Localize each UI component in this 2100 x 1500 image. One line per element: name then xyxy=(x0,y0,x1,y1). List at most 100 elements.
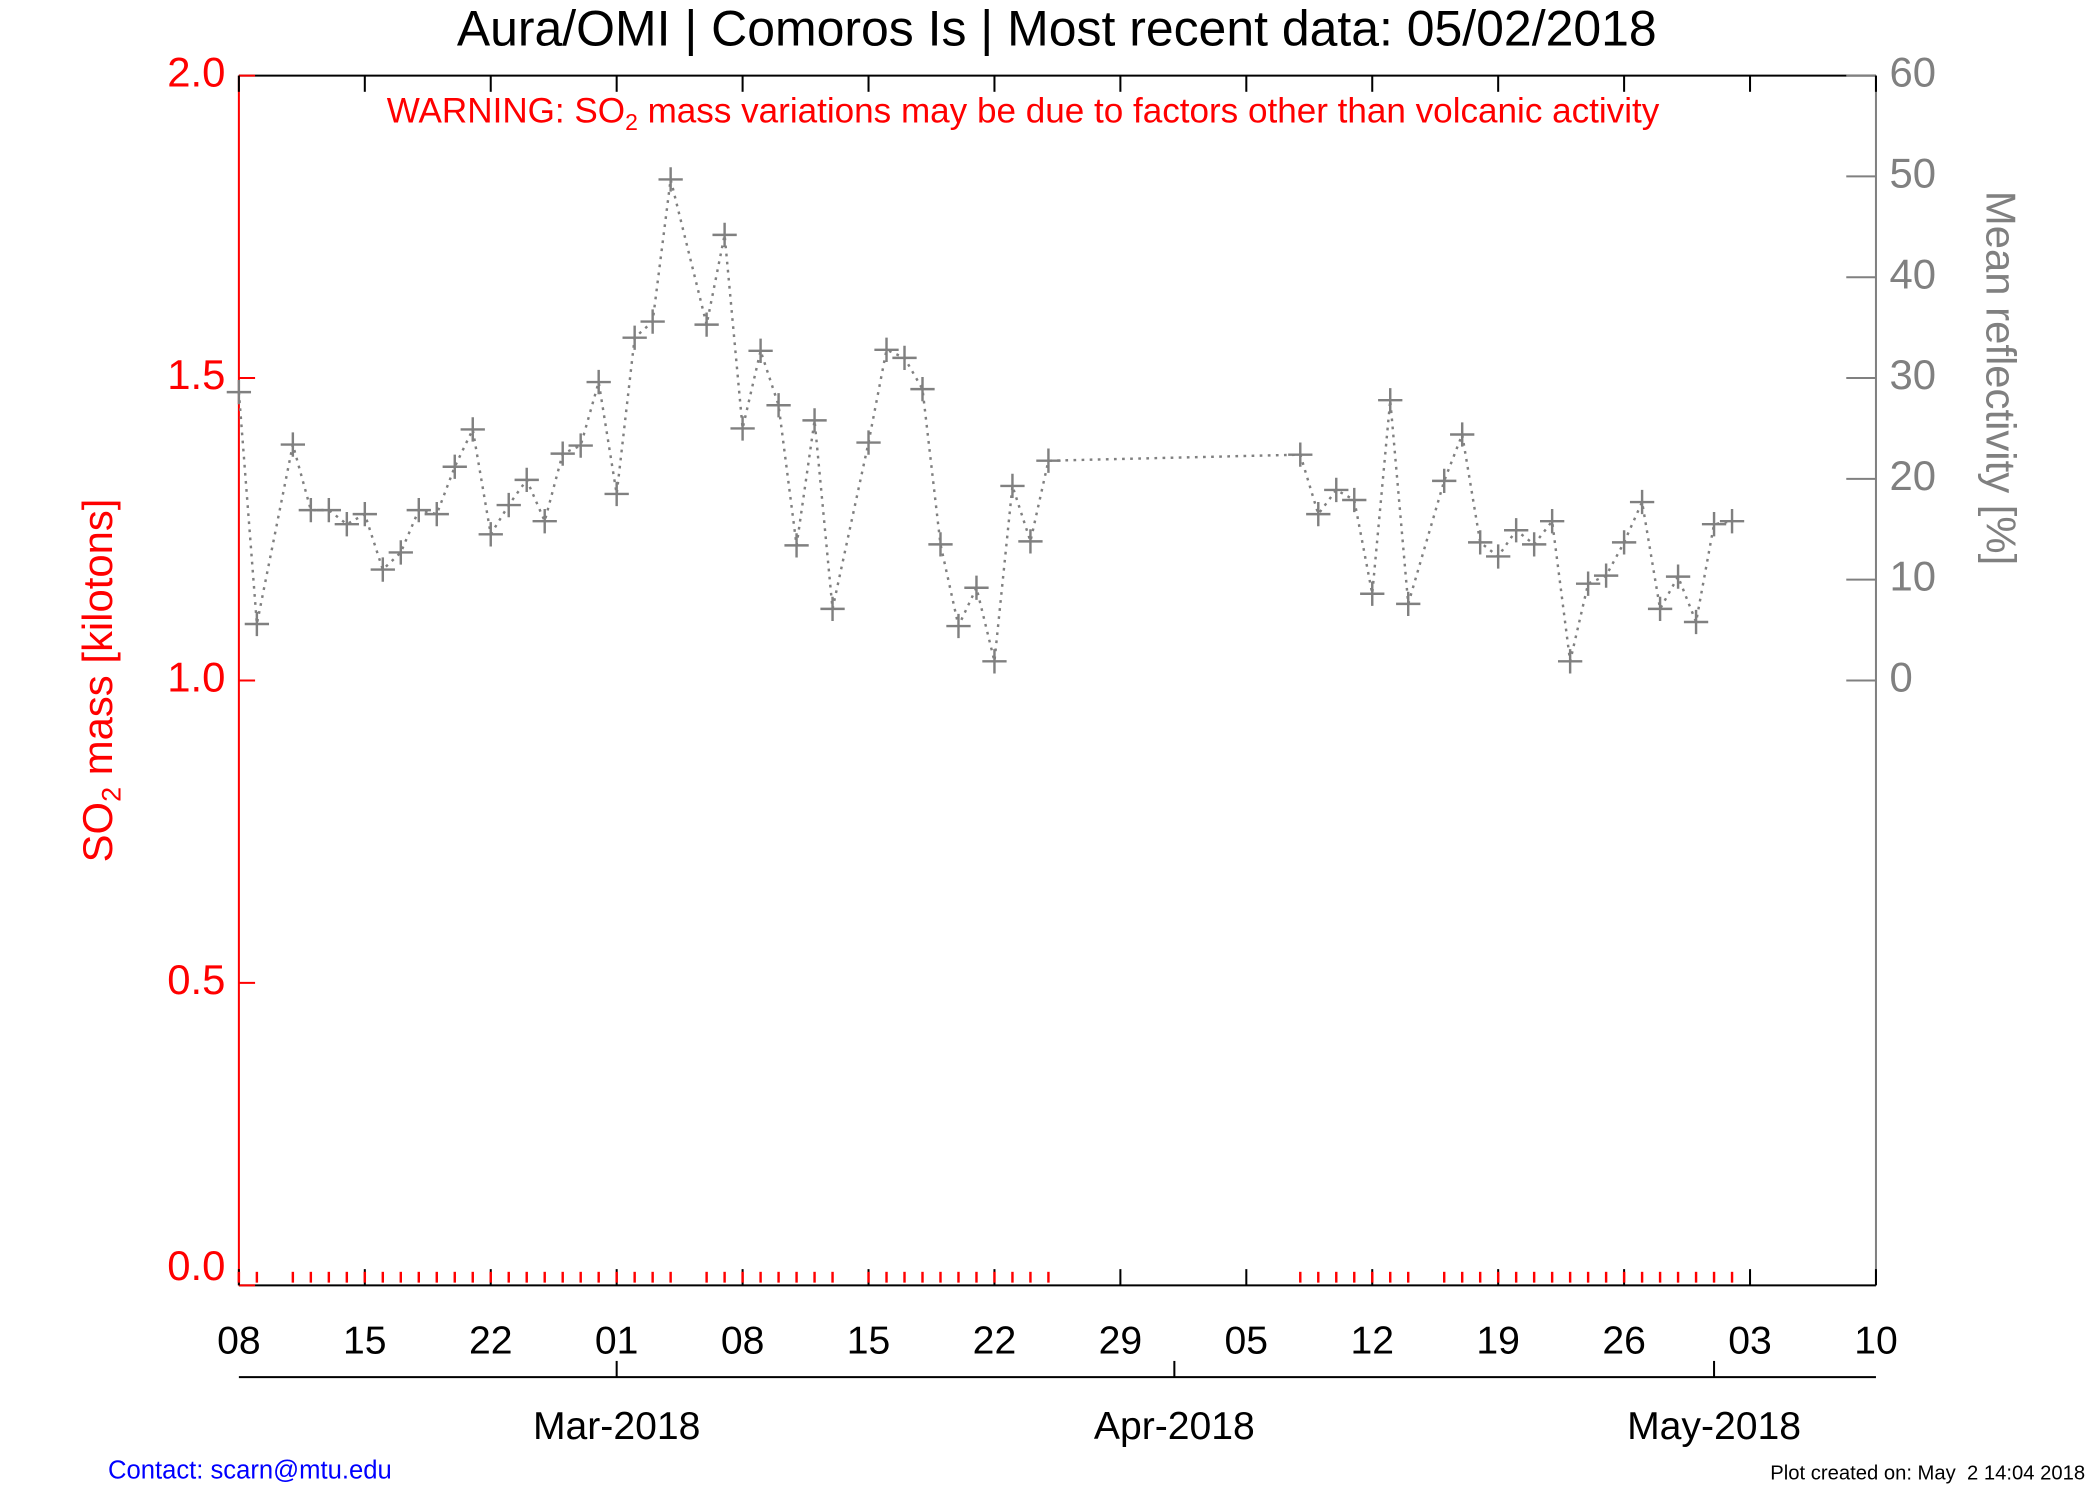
reflectivity-point xyxy=(820,596,845,622)
reflectivity-point xyxy=(1665,564,1691,589)
y2-tick-label: 10 xyxy=(1889,553,1936,600)
reflectivity-point xyxy=(1629,489,1655,515)
month-label: Mar-2018 xyxy=(533,1405,700,1448)
x-tick-label: 12 xyxy=(1350,1320,1394,1363)
reflectivity-point xyxy=(388,540,413,565)
x-tick-label: 05 xyxy=(1225,1320,1269,1363)
created-note: Plot created on: May 2 14:04 2018 xyxy=(1770,1463,2085,1485)
reflectivity-point xyxy=(856,430,881,455)
reflectivity-point xyxy=(406,497,431,523)
reflectivity-point xyxy=(334,512,359,537)
reflectivity-point xyxy=(478,522,503,547)
y-axis-label: SO2 mass [kilotons] xyxy=(74,499,126,863)
reflectivity-point xyxy=(1486,544,1511,569)
reflectivity-point xyxy=(1701,512,1727,537)
reflectivity-point xyxy=(1647,596,1673,622)
y-tick-label: 0.5 xyxy=(167,956,225,1003)
y-tick-label: 1.0 xyxy=(167,654,225,701)
y-tick-label: 0.0 xyxy=(167,1242,225,1289)
x-tick-label: 08 xyxy=(721,1320,765,1363)
reflectivity-point xyxy=(352,501,377,527)
reflectivity-point xyxy=(514,467,539,493)
x-tick-label: 08 xyxy=(217,1320,261,1363)
reflectivity-point xyxy=(1522,532,1547,557)
y-label-text: SO xyxy=(74,802,121,862)
reflectivity-point xyxy=(1324,477,1349,503)
reflectivity-point xyxy=(1575,571,1601,596)
reflectivity-point xyxy=(1540,509,1565,534)
reflectivity-point xyxy=(694,312,719,337)
x-tick-label: 22 xyxy=(469,1320,513,1363)
reflectivity-point xyxy=(532,509,557,534)
reflectivity-point xyxy=(766,393,791,418)
reflectivity-point xyxy=(1342,487,1367,513)
warning-text: WARNING: SO xyxy=(387,92,625,131)
reflectivity-point xyxy=(1288,442,1313,467)
x-tick-label: 10 xyxy=(1854,1320,1898,1363)
reflectivity-point xyxy=(1378,388,1403,413)
y2-tick-label: 60 xyxy=(1889,49,1936,96)
warning-sub: 2 xyxy=(625,109,638,135)
reflectivity-point xyxy=(712,222,737,248)
month-label: May-2018 xyxy=(1627,1405,1801,1448)
reflectivity-point xyxy=(1396,591,1421,617)
reflectivity-point xyxy=(1504,518,1529,543)
y-label-sub: 2 xyxy=(96,787,126,802)
y2-tick-label: 30 xyxy=(1889,351,1936,398)
reflectivity-point xyxy=(280,432,305,457)
contact: Contact: scarn@mtu.edu xyxy=(108,1456,392,1484)
x-tick-label: 03 xyxy=(1728,1320,1772,1363)
reflectivity-point xyxy=(802,408,827,433)
reflectivity-point xyxy=(622,325,647,350)
x-tick-label: 15 xyxy=(343,1320,387,1363)
reflectivity-point xyxy=(316,497,341,523)
reflectivity-point xyxy=(442,454,467,479)
y-label-text: mass [kilotons] xyxy=(74,499,121,787)
reflectivity-point xyxy=(1557,649,1583,674)
y2-axis-label: Mean reflectivity [%] xyxy=(1977,191,2024,565)
y2-tick-label: 20 xyxy=(1889,452,1936,499)
warning: WARNING: SO2 mass variations may be due … xyxy=(387,92,1660,136)
month-label: Apr-2018 xyxy=(1094,1405,1255,1448)
reflectivity-point xyxy=(1719,509,1745,534)
warning-text: mass variations may be due to factors ot… xyxy=(638,92,1660,131)
x-tick-label: 01 xyxy=(595,1320,639,1363)
reflectivity-point xyxy=(1468,530,1493,555)
y2-tick-label: 0 xyxy=(1889,654,1912,701)
reflectivity-point xyxy=(910,376,935,402)
reflectivity-point xyxy=(1036,448,1061,473)
reflectivity-line xyxy=(237,179,1733,662)
reflectivity-point xyxy=(460,417,485,442)
reflectivity-point xyxy=(658,167,683,192)
y2-tick-label: 50 xyxy=(1889,149,1936,196)
reflectivity-point xyxy=(946,613,971,639)
reflectivity-point xyxy=(1611,530,1637,555)
reflectivity-point xyxy=(640,309,665,334)
x-tick-label: 26 xyxy=(1602,1320,1646,1363)
x-tick-label: 15 xyxy=(847,1320,891,1363)
reflectivity-point xyxy=(550,441,575,466)
x-tick-label: 19 xyxy=(1476,1320,1520,1363)
reflectivity-point xyxy=(784,533,809,558)
y2-tick-label: 40 xyxy=(1889,250,1936,297)
reflectivity-point xyxy=(1432,468,1457,494)
reflectivity-point xyxy=(424,501,449,527)
reflectivity-point xyxy=(1018,529,1043,554)
reflectivity-point xyxy=(748,338,773,363)
reflectivity-point xyxy=(730,416,755,441)
x-tick-label: 29 xyxy=(1099,1320,1143,1363)
y-tick-label: 2.0 xyxy=(167,49,225,96)
reflectivity-point xyxy=(586,369,611,395)
reflectivity-point xyxy=(1450,422,1475,447)
reflectivity-point xyxy=(604,481,629,507)
reflectivity-point xyxy=(982,649,1007,674)
reflectivity-point xyxy=(874,337,899,362)
reflectivity-point xyxy=(1360,581,1385,606)
y-tick-label: 1.5 xyxy=(167,351,225,398)
chart-title: Aura/OMI | Comoros Is | Most recent data… xyxy=(457,1,1657,57)
reflectivity-point xyxy=(1683,609,1709,635)
reflectivity-point xyxy=(964,575,989,600)
reflectivity-point xyxy=(892,345,917,371)
x-tick-label: 22 xyxy=(973,1320,1017,1363)
reflectivity-point xyxy=(928,532,953,557)
